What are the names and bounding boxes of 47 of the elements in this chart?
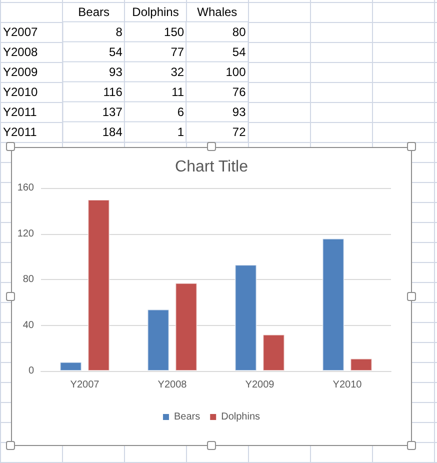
data-label: 76: [232, 85, 246, 99]
y-tick-label: 120: [17, 228, 34, 240]
legend-label: Dolphins: [221, 412, 260, 422]
data-label: 137: [102, 105, 123, 119]
data-label: 72: [232, 125, 246, 139]
data-label: 184: [102, 125, 123, 139]
bar: [147, 309, 170, 371]
data-label: 6: [177, 105, 184, 119]
data-label: 32: [170, 65, 184, 79]
y-tick-label: 80: [22, 274, 34, 285]
y-tick-label: 0: [28, 366, 34, 376]
x-tick-label: Y2008: [158, 380, 188, 390]
chart-title: Chart Title: [175, 158, 248, 176]
data-label: 54: [232, 45, 246, 59]
data-label: 100: [226, 65, 246, 79]
data-label: 93: [109, 65, 123, 79]
x-tick-label: Y2007: [70, 380, 100, 390]
bar: [60, 362, 82, 371]
legend-label: Bears: [174, 412, 200, 422]
x-tick-label: Bears: [78, 5, 110, 19]
x-tick-label: Whales: [197, 5, 238, 19]
x-tick-label: Y2010: [332, 380, 362, 390]
y-tick-label: Y2011: [3, 125, 38, 139]
x-tick-label: Y2009: [245, 380, 275, 390]
y-tick-label: 40: [22, 320, 34, 331]
data-label: 116: [103, 85, 123, 99]
bar: [234, 264, 257, 371]
data-label: 77: [170, 45, 184, 59]
y-tick-label: Y2009: [3, 65, 38, 79]
data-label: 150: [164, 25, 184, 39]
data-label: 8: [116, 25, 123, 39]
bar: [88, 199, 110, 371]
y-tick-label: Y2011: [3, 105, 38, 119]
y-tick-label: Y2008: [3, 45, 38, 59]
data-label: 1: [177, 125, 184, 139]
y-tick-label: 160: [17, 182, 34, 194]
bar: [262, 334, 285, 371]
bar: [175, 282, 198, 371]
x-tick-label: Dolphins: [132, 5, 179, 19]
data-label: 11: [172, 85, 184, 99]
bar: [322, 238, 344, 371]
y-tick-label: Y2010: [3, 85, 38, 99]
data-label: 54: [109, 45, 123, 59]
data-label: 93: [232, 105, 246, 119]
bar: [350, 358, 372, 371]
y-tick-label: Y2007: [3, 25, 38, 39]
data-label: 80: [232, 25, 246, 39]
